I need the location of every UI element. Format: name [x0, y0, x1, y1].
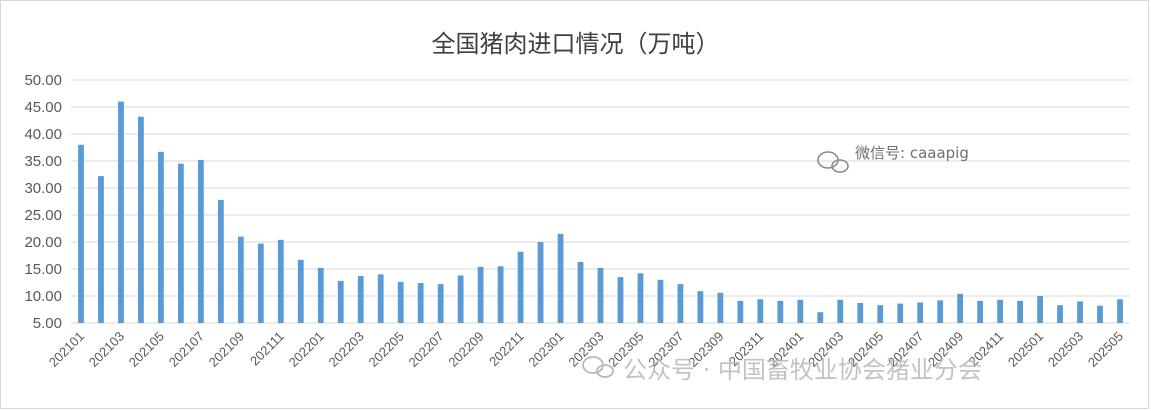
bar-202107 — [197, 159, 204, 323]
bar-202412 — [1017, 300, 1024, 323]
y-tick-label: 20.00 — [24, 234, 62, 251]
bar-202305 — [637, 273, 644, 323]
x-tick-label: 202301 — [525, 329, 566, 370]
bar-202207 — [437, 284, 444, 323]
wechat-id-watermark: 微信号: caaapig — [855, 144, 969, 162]
bar-202306 — [657, 279, 664, 323]
bar-202212 — [537, 242, 544, 323]
bar-202302 — [577, 261, 584, 323]
x-tick-label: 202101 — [46, 329, 87, 370]
bar-202410 — [977, 300, 984, 323]
y-tick-label: 25.00 — [24, 207, 62, 224]
bar-202201 — [317, 267, 324, 323]
bar-202303 — [597, 267, 604, 323]
x-tick-label: 202501 — [1005, 329, 1046, 370]
bar-202210 — [497, 266, 504, 323]
y-tick-label: 10.00 — [24, 288, 62, 305]
bar-202309 — [717, 292, 724, 323]
bar-202102 — [98, 176, 104, 323]
y-tick-label: 30.00 — [24, 180, 62, 197]
bar-202111 — [277, 239, 284, 323]
bar-202308 — [697, 291, 704, 323]
chart-title: 全国猪肉进口情况（万吨） — [432, 30, 720, 58]
bar-202405 — [877, 305, 884, 323]
bar-202301 — [557, 233, 564, 323]
bar-202409 — [957, 293, 964, 323]
y-tick-label: 35.00 — [24, 153, 62, 170]
bar-202110 — [257, 243, 264, 323]
bar-202411 — [997, 299, 1004, 323]
bar-202504 — [1097, 305, 1103, 323]
x-tick-label: 202207 — [405, 329, 446, 370]
bar-202104 — [138, 116, 144, 323]
wechat-icon — [582, 356, 614, 378]
bar-202503 — [1077, 301, 1083, 323]
bar-202211 — [517, 251, 524, 323]
y-tick-label: 40.00 — [24, 126, 62, 143]
bar-202204 — [377, 274, 384, 323]
bars — [78, 101, 1123, 323]
bar-202401 — [797, 299, 804, 323]
bar-202408 — [937, 300, 944, 323]
x-tick-label: 202201 — [286, 329, 327, 370]
x-tick-label: 202107 — [166, 329, 207, 370]
bar-202501 — [1037, 296, 1043, 323]
x-tick-label: 202203 — [326, 329, 367, 370]
bar-202209 — [477, 266, 484, 323]
bar-202304 — [617, 277, 624, 323]
bar-202101 — [78, 144, 84, 323]
bar-202312 — [777, 300, 784, 323]
x-tick-label: 202103 — [86, 329, 127, 370]
y-tick-label: 15.00 — [24, 261, 62, 278]
bar-202403 — [837, 299, 844, 323]
x-tick-label: 202209 — [445, 329, 486, 370]
x-tick-label: 202111 — [247, 329, 287, 369]
x-tick-label: 202105 — [126, 329, 167, 370]
bar-202109 — [237, 236, 244, 323]
bar-202402 — [817, 312, 824, 323]
bar-202103 — [118, 101, 124, 323]
y-tick-label: 45.00 — [24, 99, 62, 116]
y-tick-label: 50.00 — [24, 72, 62, 89]
bar-202105 — [158, 151, 164, 323]
x-tick-label: 202503 — [1045, 329, 1086, 370]
bar-202106 — [177, 163, 184, 323]
bar-202404 — [857, 303, 864, 323]
bar-202205 — [397, 281, 404, 323]
bar-202112 — [297, 259, 304, 323]
bar-202406 — [897, 303, 904, 323]
bar-202202 — [337, 280, 344, 323]
bar-202311 — [757, 299, 764, 323]
y-tick-label: 5.00 — [33, 315, 62, 332]
wechat-icon — [817, 151, 849, 173]
bar-202502 — [1057, 305, 1063, 323]
bar-202310 — [737, 300, 744, 323]
bar-202307 — [677, 284, 684, 323]
public-account-watermark-text: 公众号 · 中国畜牧业协会猪业分会 — [623, 356, 982, 384]
x-tick-label: 202211 — [486, 329, 527, 370]
bar-202208 — [457, 275, 464, 323]
bar-202407 — [917, 302, 924, 323]
x-tick-label: 202205 — [366, 329, 407, 370]
bar-202505 — [1117, 299, 1123, 323]
bar-202108 — [217, 199, 224, 323]
bar-202203 — [357, 276, 364, 323]
x-tick-label: 202505 — [1085, 329, 1126, 370]
x-tick-label: 202303 — [565, 329, 606, 370]
y-axis-ticks: 50.00 45.00 40.00 35.00 30.00 25.00 20.00 15.00… — [24, 72, 62, 332]
public-account-watermark: 公众号 · 中国畜牧业协会猪业分会 — [582, 356, 982, 384]
bar-202206 — [417, 283, 424, 323]
wechat-watermark: 微信号: caaapig — [817, 144, 969, 173]
x-tick-label: 202109 — [206, 329, 247, 370]
